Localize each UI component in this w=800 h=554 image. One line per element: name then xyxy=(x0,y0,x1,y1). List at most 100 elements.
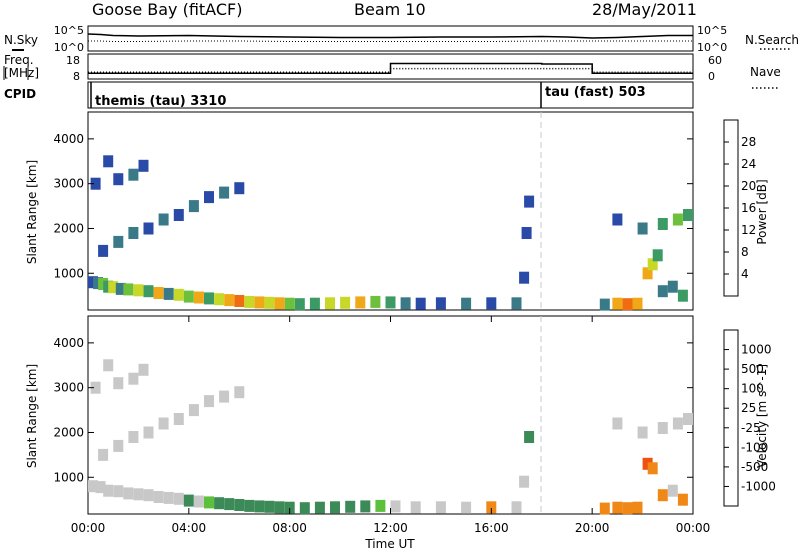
power-cell xyxy=(234,182,245,195)
power-cell xyxy=(657,285,668,298)
velocity-cell xyxy=(410,501,421,514)
velocity-cell xyxy=(143,426,154,439)
nsky-panel: 10^5 10^0 10^5 10^0 xyxy=(54,24,727,54)
power-cell xyxy=(264,296,275,309)
power-colorbar-tick-label: 20 xyxy=(741,179,756,193)
nave-tick-top: 60 xyxy=(708,54,722,67)
velocity-colorbar-tick-label: 1000 xyxy=(741,343,772,357)
velocity-colorbar-tick-label: -1000 xyxy=(741,479,776,493)
power-cell xyxy=(309,297,320,310)
power-colorbar-tick-label: 28 xyxy=(741,135,756,149)
velocity-colorbar-label: Velocity [m s^-1] xyxy=(755,364,769,468)
velocity-cell xyxy=(113,439,124,452)
power-cell xyxy=(244,295,255,308)
power-cell xyxy=(325,297,335,310)
velocity-cell xyxy=(173,413,184,425)
velocity-cell xyxy=(138,363,149,376)
velocity-cell xyxy=(375,499,386,512)
time-xtick-label: 00:00 xyxy=(676,521,711,535)
power-cell xyxy=(672,213,683,226)
power-cell xyxy=(274,297,285,310)
velocity-cell xyxy=(314,501,325,514)
nave-label: Nave xyxy=(750,65,781,79)
velocity-cell xyxy=(632,501,643,514)
velocity-cell xyxy=(461,501,472,514)
nsky-tick-top: 10^5 xyxy=(54,24,84,37)
power-cell xyxy=(415,297,426,310)
nsearch-tick-top: 10^5 xyxy=(697,24,727,37)
beam-title: Beam 10 xyxy=(354,0,426,19)
power-cell xyxy=(435,297,446,310)
time-xtick-label: 04:00 xyxy=(172,521,207,535)
station-title: Goose Bay (fitACF) xyxy=(92,0,242,19)
power-cell xyxy=(657,218,668,230)
velocity-cell xyxy=(244,499,255,512)
velocity-cell xyxy=(113,377,124,390)
velocity-cell xyxy=(98,448,109,461)
power-cell xyxy=(188,200,199,213)
velocity-cell xyxy=(214,497,225,510)
velocity-colorbar-tick-label: 500 xyxy=(741,362,764,376)
velocity-cell xyxy=(193,495,204,508)
nsky-tick-bottom: 10^0 xyxy=(54,41,84,54)
power-cell xyxy=(652,249,663,262)
power-cell xyxy=(355,296,366,309)
power-cell xyxy=(677,289,688,302)
power-cell xyxy=(637,222,648,235)
velocity-cell xyxy=(143,489,154,502)
velocity-cell xyxy=(234,386,245,399)
power-cell xyxy=(511,297,522,310)
power-ytick-label: 4000 xyxy=(53,132,84,146)
velocity-cell xyxy=(599,502,610,515)
velocity-cell xyxy=(163,491,174,504)
power-cell xyxy=(234,295,245,307)
power-cell xyxy=(294,298,305,311)
power-cell xyxy=(128,168,139,181)
velocity-cell xyxy=(128,431,139,443)
power-cell xyxy=(284,297,295,310)
cpid-band: themis (tau) 3310 tau (fast) 503 xyxy=(87,81,694,109)
power-cell xyxy=(128,227,139,239)
velocity-colorbar-tick-label: -100 xyxy=(741,440,768,454)
freq-label-1: Freq. xyxy=(4,53,34,67)
velocity-cell xyxy=(683,413,693,425)
velocity-cell xyxy=(274,501,285,514)
power-cell xyxy=(98,278,109,290)
power-cell xyxy=(90,177,101,190)
nave-tick-bottom: 0 xyxy=(708,70,715,83)
velocity-ytick-label: 4000 xyxy=(53,336,84,350)
power-cell xyxy=(143,222,154,235)
power-cell xyxy=(183,290,194,303)
velocity-cell xyxy=(123,487,134,500)
power-cell xyxy=(486,297,497,310)
velocity-colorbar: 1000 500 100 25 -25 -100 -500 -1000 xyxy=(723,329,776,507)
power-cell xyxy=(612,213,623,226)
power-cell xyxy=(115,282,126,295)
power-cell xyxy=(133,284,144,297)
power-cell xyxy=(138,159,149,172)
time-xtick-label: 20:00 xyxy=(575,521,610,535)
power-cell xyxy=(632,297,643,310)
power-cell xyxy=(461,297,472,310)
power-cells xyxy=(88,155,693,311)
velocity-cell xyxy=(657,422,668,434)
time-xtick-label: 08:00 xyxy=(272,521,307,535)
velocity-cell xyxy=(486,501,497,514)
power-cell xyxy=(254,296,265,309)
power-cell xyxy=(173,209,184,221)
velocity-cell xyxy=(642,457,653,470)
date-title: 28/May/2011 xyxy=(592,0,697,19)
power-cell xyxy=(113,173,124,186)
velocity-cell xyxy=(612,501,623,514)
velocity-ytick-label: 2000 xyxy=(53,425,84,439)
velocity-cell xyxy=(188,404,199,417)
power-cell xyxy=(123,283,134,296)
velocity-cell xyxy=(234,499,245,511)
power-colorbar-label: Power [dB] xyxy=(755,179,769,244)
power-colorbar-tick-label: 24 xyxy=(741,157,756,171)
nsky-series-line xyxy=(87,33,693,39)
velocity-cell xyxy=(183,494,194,507)
power-cell xyxy=(612,297,623,310)
velocity-colorbar-tick-label: -500 xyxy=(741,460,768,474)
